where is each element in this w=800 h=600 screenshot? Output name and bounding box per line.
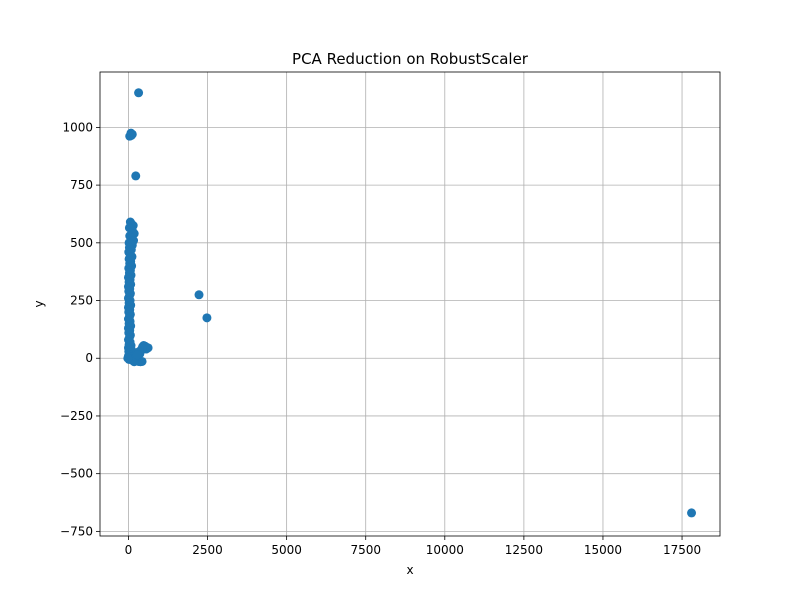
chart-title: PCA Reduction on RobustScaler (292, 50, 529, 68)
y-tick-label: 750 (70, 178, 93, 192)
data-points (123, 88, 697, 518)
x-tick-label: 7500 (350, 543, 381, 557)
x-tick-label: 2500 (192, 543, 223, 557)
y-tick-label: 250 (70, 294, 93, 308)
y-tick-label: 500 (70, 236, 93, 250)
scatter-point (123, 353, 133, 363)
x-tick-label: 12500 (505, 543, 543, 557)
y-tick-label: 1000 (62, 120, 93, 134)
scatter-point (132, 350, 142, 360)
y-tick-label: −250 (60, 409, 93, 423)
scatter-point (202, 313, 212, 323)
x-tick-label: 0 (125, 543, 133, 557)
grid (100, 72, 720, 536)
x-tick-label: 17500 (663, 543, 701, 557)
x-tick-label: 10000 (426, 543, 464, 557)
x-tick-label: 15000 (584, 543, 622, 557)
scatter-point (131, 171, 141, 181)
y-tick-label: 0 (85, 351, 93, 365)
scatter-point (687, 508, 697, 518)
y-tick-label: −500 (60, 467, 93, 481)
scatter-point (126, 130, 136, 140)
scatter-point (134, 88, 144, 98)
plot-frame (99, 71, 721, 537)
x-axis-ticks: 0 2500 5000 7500 10000 12500 15000 17500 (125, 536, 701, 557)
scatter-point (194, 290, 204, 300)
x-axis-label: x (406, 563, 413, 577)
y-axis-ticks: −750 −500 −250 0 250 500 750 1000 (60, 120, 100, 538)
x-tick-label: 5000 (271, 543, 302, 557)
y-tick-label: −750 (60, 524, 93, 538)
y-axis-label: y (32, 300, 46, 307)
